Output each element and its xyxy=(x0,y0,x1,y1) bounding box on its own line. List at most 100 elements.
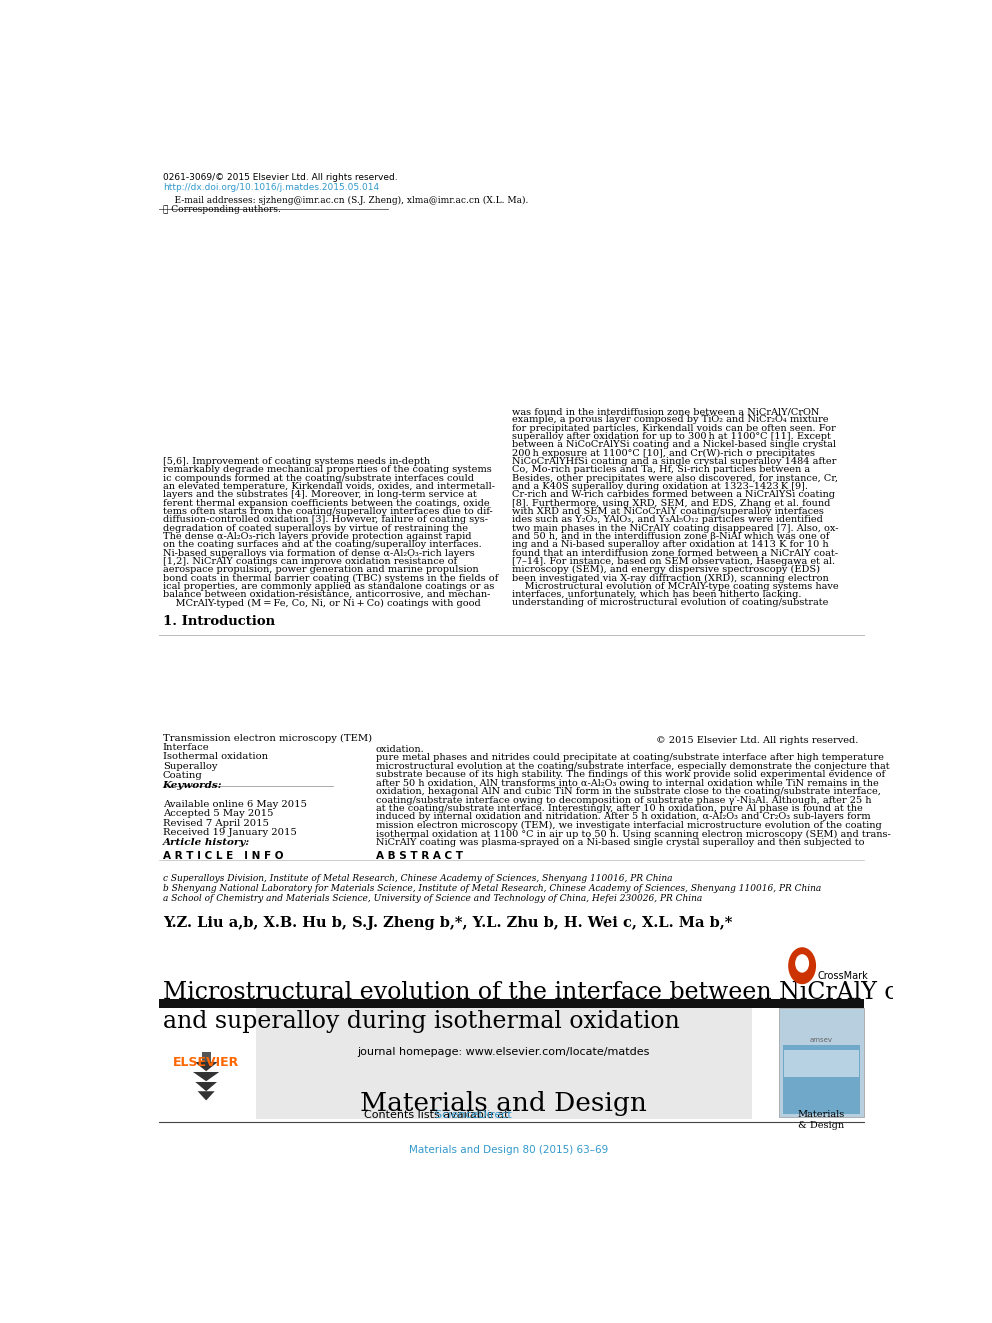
Text: [7–14]. For instance, based on SEM observation, Hasegawa et al.: [7–14]. For instance, based on SEM obser… xyxy=(512,557,834,566)
Text: MCrAlY-typed (M = Fe, Co, Ni, or Ni + Co) coatings with good: MCrAlY-typed (M = Fe, Co, Ni, or Ni + Co… xyxy=(163,598,480,607)
Text: Cr-rich and W-rich carbides formed between a NiCrAlYSi coating: Cr-rich and W-rich carbides formed betwe… xyxy=(512,491,834,499)
Text: been investigated via X-ray diffraction (XRD), scanning electron: been investigated via X-ray diffraction … xyxy=(512,573,828,582)
Text: Coating: Coating xyxy=(163,771,202,781)
Text: aerospace propulsion, power generation and marine propulsion: aerospace propulsion, power generation a… xyxy=(163,565,478,574)
Text: ical properties, are commonly applied as standalone coatings or as: ical properties, are commonly applied as… xyxy=(163,582,494,591)
Text: © 2015 Elsevier Ltd. All rights reserved.: © 2015 Elsevier Ltd. All rights reserved… xyxy=(657,737,859,745)
Text: A R T I C L E   I N F O: A R T I C L E I N F O xyxy=(163,851,284,861)
Text: ★ Corresponding authors.: ★ Corresponding authors. xyxy=(163,205,281,214)
Text: amsev: amsev xyxy=(810,1037,833,1044)
FancyBboxPatch shape xyxy=(256,1005,752,1119)
Text: found that an interdiffusion zone formed between a NiCrAlY coat-: found that an interdiffusion zone formed… xyxy=(512,549,837,557)
Text: after 50 h oxidation, AlN transforms into α-Al₂O₃ owing to internal oxidation wh: after 50 h oxidation, AlN transforms int… xyxy=(376,779,879,787)
Text: Available online 6 May 2015: Available online 6 May 2015 xyxy=(163,800,307,810)
Text: microscopy (SEM), and energy dispersive spectroscopy (EDS): microscopy (SEM), and energy dispersive … xyxy=(512,565,819,574)
Text: understanding of microstructural evolution of coating/substrate: understanding of microstructural evoluti… xyxy=(512,598,828,607)
Bar xyxy=(201,1052,210,1068)
Text: Materials and Design 80 (2015) 63–69: Materials and Design 80 (2015) 63–69 xyxy=(409,1146,608,1155)
Text: A B S T R A C T: A B S T R A C T xyxy=(376,851,463,861)
Text: The dense α-Al₂O₃-rich layers provide protection against rapid: The dense α-Al₂O₃-rich layers provide pr… xyxy=(163,532,471,541)
Text: ferent thermal expansion coefficients between the coatings, oxide: ferent thermal expansion coefficients be… xyxy=(163,499,489,508)
Polygon shape xyxy=(193,1072,219,1081)
Text: Transmission electron microscopy (TEM): Transmission electron microscopy (TEM) xyxy=(163,734,372,744)
Text: induced by internal oxidation and nitridation. After 5 h oxidation, α-Al₂O₃ and : induced by internal oxidation and nitrid… xyxy=(376,812,871,822)
Polygon shape xyxy=(195,1082,217,1091)
Polygon shape xyxy=(194,1062,218,1072)
Text: a School of Chemistry and Materials Science, University of Science and Technolog: a School of Chemistry and Materials Scie… xyxy=(163,894,702,904)
Text: ELSEVIER: ELSEVIER xyxy=(173,1056,239,1069)
Text: superalloy after oxidation for up to 300 h at 1100°C [11]. Except: superalloy after oxidation for up to 300… xyxy=(512,433,830,441)
Text: oxidation, hexagonal AlN and cubic TiN form in the substrate close to the coatin: oxidation, hexagonal AlN and cubic TiN f… xyxy=(376,787,881,796)
Text: Interface: Interface xyxy=(163,744,209,753)
Text: Revised 7 April 2015: Revised 7 April 2015 xyxy=(163,819,269,828)
Text: [5,6]. Improvement of coating systems needs in-depth: [5,6]. Improvement of coating systems ne… xyxy=(163,456,430,466)
Text: example, a porous layer composed by TiO₂ and NiCr₂O₄ mixture: example, a porous layer composed by TiO₂… xyxy=(512,415,828,425)
Text: oxidation.: oxidation. xyxy=(376,745,425,754)
Text: http://dx.doi.org/10.1016/j.matdes.2015.05.014: http://dx.doi.org/10.1016/j.matdes.2015.… xyxy=(163,183,379,192)
FancyBboxPatch shape xyxy=(159,999,864,1008)
Text: was found in the interdiffusion zone between a NiCrAlY/CrON: was found in the interdiffusion zone bet… xyxy=(512,407,818,417)
Text: bond coats in thermal barrier coating (TBC) systems in the fields of: bond coats in thermal barrier coating (T… xyxy=(163,573,498,582)
Polygon shape xyxy=(789,966,815,982)
Circle shape xyxy=(789,947,816,984)
Text: Ni-based superalloys via formation of dense α-Al₂O₃-rich layers: Ni-based superalloys via formation of de… xyxy=(163,549,474,557)
Text: mission electron microscopy (TEM), we investigate interfacial microstructure evo: mission electron microscopy (TEM), we in… xyxy=(376,822,882,830)
Text: and 50 h, and in the interdiffusion zone β-NiAl which was one of: and 50 h, and in the interdiffusion zone… xyxy=(512,532,829,541)
Circle shape xyxy=(796,954,809,972)
Text: Microstructural evolution of the interface between NiCrAlY coating
and superallo: Microstructural evolution of the interfa… xyxy=(163,982,973,1033)
Text: Received 19 January 2015: Received 19 January 2015 xyxy=(163,828,297,837)
Text: balance between oxidation-resistance, anticorrosive, and mechan-: balance between oxidation-resistance, an… xyxy=(163,590,490,599)
Text: NiCrAlY coating was plasma-sprayed on a Ni-based single crystal superalloy and t: NiCrAlY coating was plasma-sprayed on a … xyxy=(376,837,864,847)
Text: Microstructural evolution of MCrAlY-type coating systems have: Microstructural evolution of MCrAlY-type… xyxy=(512,582,838,591)
Text: ic compounds formed at the coating/substrate interfaces could: ic compounds formed at the coating/subst… xyxy=(163,474,474,483)
Text: 200 h exposure at 1100°C [10], and Cr(W)-rich σ precipitates: 200 h exposure at 1100°C [10], and Cr(W)… xyxy=(512,448,814,458)
Text: journal homepage: www.elsevier.com/locate/matdes: journal homepage: www.elsevier.com/locat… xyxy=(357,1046,650,1057)
Text: Article history:: Article history: xyxy=(163,837,250,847)
Text: isothermal oxidation at 1100 °C in air up to 50 h. Using scanning electron micro: isothermal oxidation at 1100 °C in air u… xyxy=(376,830,891,839)
Text: Contents lists available at: Contents lists available at xyxy=(363,1110,512,1119)
Text: Co, Mo-rich particles and Ta, Hf, Si-rich particles between a: Co, Mo-rich particles and Ta, Hf, Si-ric… xyxy=(512,466,809,475)
Text: Materials and Design: Materials and Design xyxy=(360,1091,647,1117)
Text: and a K40S superalloy during oxidation at 1323–1423 K [9].: and a K40S superalloy during oxidation a… xyxy=(512,482,807,491)
Text: CrossMark: CrossMark xyxy=(817,971,868,982)
Text: ScienceDirect: ScienceDirect xyxy=(329,1110,512,1119)
Text: Accepted 5 May 2015: Accepted 5 May 2015 xyxy=(163,810,273,819)
Text: Superalloy: Superalloy xyxy=(163,762,217,771)
Text: Isothermal oxidation: Isothermal oxidation xyxy=(163,753,268,762)
Text: Materials
& Design: Materials & Design xyxy=(798,1110,845,1130)
Text: NiCoCrAlYHfSi coating and a single crystal superalloy 1484 after: NiCoCrAlYHfSi coating and a single cryst… xyxy=(512,456,836,466)
Text: microstructural evolution at the coating/substrate interface, especially demonst: microstructural evolution at the coating… xyxy=(376,762,890,771)
Text: at the coating/substrate interface. Interestingly, after 10 h oxidation, pure Al: at the coating/substrate interface. Inte… xyxy=(376,804,863,814)
Text: ing and a Ni-based superalloy after oxidation at 1413 K for 10 h: ing and a Ni-based superalloy after oxid… xyxy=(512,540,828,549)
Text: for precipitated particles, Kirkendall voids can be often seen. For: for precipitated particles, Kirkendall v… xyxy=(512,423,835,433)
Text: on the coating surfaces and at the coating/superalloy interfaces.: on the coating surfaces and at the coati… xyxy=(163,540,481,549)
Polygon shape xyxy=(197,1091,214,1101)
Text: 1. Introduction: 1. Introduction xyxy=(163,615,275,628)
Text: degradation of coated superalloys by virtue of restraining the: degradation of coated superalloys by vir… xyxy=(163,524,468,533)
Text: with XRD and SEM at NiCoCrAlY coating/superalloy interfaces: with XRD and SEM at NiCoCrAlY coating/su… xyxy=(512,507,823,516)
Text: [1,2]. NiCrAlY coatings can improve oxidation resistance of: [1,2]. NiCrAlY coatings can improve oxid… xyxy=(163,557,457,566)
Text: coating/substrate interface owing to decomposition of substrate phase γ′-Ni₃Al. : coating/substrate interface owing to dec… xyxy=(376,795,871,804)
Text: tems often starts from the coating/superalloy interfaces due to dif-: tems often starts from the coating/super… xyxy=(163,507,492,516)
Text: layers and the substrates [4]. Moreover, in long-term service at: layers and the substrates [4]. Moreover,… xyxy=(163,491,476,499)
Text: Besides, other precipitates were also discovered, for instance, Cr,: Besides, other precipitates were also di… xyxy=(512,474,837,483)
Text: ides such as Y₂O₃, YAlO₃, and Y₃Al₅O₁₂ particles were identified: ides such as Y₂O₃, YAlO₃, and Y₃Al₅O₁₂ p… xyxy=(512,515,822,524)
Text: [8]. Furthermore, using XRD, SEM, and EDS, Zhang et al. found: [8]. Furthermore, using XRD, SEM, and ED… xyxy=(512,499,830,508)
Text: Keywords:: Keywords: xyxy=(163,781,222,790)
Text: an elevated temperature, Kirkendall voids, oxides, and intermetall-: an elevated temperature, Kirkendall void… xyxy=(163,482,495,491)
FancyBboxPatch shape xyxy=(783,1045,860,1114)
Text: 0261-3069/© 2015 Elsevier Ltd. All rights reserved.: 0261-3069/© 2015 Elsevier Ltd. All right… xyxy=(163,172,398,181)
FancyBboxPatch shape xyxy=(785,1050,859,1077)
Text: remarkably degrade mechanical properties of the coating systems: remarkably degrade mechanical properties… xyxy=(163,466,491,475)
Text: c Superalloys Division, Institute of Metal Research, Chinese Academy of Sciences: c Superalloys Division, Institute of Met… xyxy=(163,875,673,882)
Text: diffusion-controlled oxidation [3]. However, failure of coating sys-: diffusion-controlled oxidation [3]. Howe… xyxy=(163,515,488,524)
Text: between a NiCoCrAlYSi coating and a Nickel-based single crystal: between a NiCoCrAlYSi coating and a Nick… xyxy=(512,441,835,450)
Text: E-mail addresses: sjzheng@imr.ac.cn (S.J. Zheng), xlma@imr.ac.cn (X.L. Ma).: E-mail addresses: sjzheng@imr.ac.cn (S.J… xyxy=(163,196,528,205)
Text: b Shenyang National Laboratory for Materials Science, Institute of Metal Researc: b Shenyang National Laboratory for Mater… xyxy=(163,884,821,893)
Text: two main phases in the NiCrAlY coating disappeared [7]. Also, ox-: two main phases in the NiCrAlY coating d… xyxy=(512,524,838,533)
Text: substrate because of its high stability. The findings of this work provide solid: substrate because of its high stability.… xyxy=(376,770,885,779)
Text: interfaces, unfortunately, which has been hitherto lacking.: interfaces, unfortunately, which has bee… xyxy=(512,590,801,599)
FancyBboxPatch shape xyxy=(779,1008,864,1118)
Text: Y.Z. Liu a,b, X.B. Hu b, S.J. Zheng b,*, Y.L. Zhu b, H. Wei c, X.L. Ma b,*: Y.Z. Liu a,b, X.B. Hu b, S.J. Zheng b,*,… xyxy=(163,916,732,930)
Text: pure metal phases and nitrides could precipitate at coating/substrate interface : pure metal phases and nitrides could pre… xyxy=(376,753,884,762)
